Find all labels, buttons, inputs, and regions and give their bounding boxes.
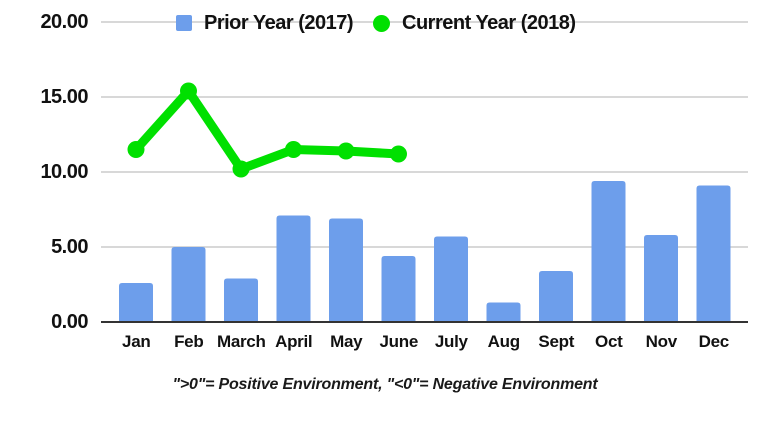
point-jan [127,141,145,158]
line-current-year [131,86,403,174]
y-tick-label-10: 10.00 [40,161,88,183]
bar-sept [539,271,573,322]
legend-label-current-year: Current Year (2018) [402,11,576,34]
x-tick-label-aug: Aug [487,332,520,351]
point-feb [180,82,197,100]
point-june [390,145,407,163]
bar-june [381,256,416,322]
x-tick-label-nov: Nov [645,332,678,351]
bar-march [224,278,258,322]
bar-oct [591,181,626,322]
legend-label-prior-year: Prior Year (2017) [204,11,354,34]
point-may [337,142,355,160]
bar-dec [696,185,731,322]
x-tick-label-jan: Jan [122,332,151,351]
bar-jan [119,283,153,322]
legend: Prior Year (2017) Current Year (2018) [176,11,576,35]
bar-aug [486,302,521,322]
y-tick-label-0: 0.00 [51,311,88,333]
y-tick-label-20: 20.00 [40,11,88,33]
bar-nov [644,235,678,322]
x-tick-label-july: July [434,332,468,351]
bar-may [329,218,363,322]
bar-feb [171,247,206,322]
point-april [285,141,302,158]
caption: ">0"= Positive Environment, "<0"= Negati… [172,376,598,393]
x-tick-label-oct: Oct [595,332,623,351]
x-tick-label-sept: Sept [538,332,575,351]
x-tick-label-feb: Feb [174,332,204,351]
x-axis: Jan Feb March April May June July Aug Se… [110,331,740,353]
bar-april [276,215,311,322]
y-tick-label-5: 5.00 [51,236,88,258]
point-march [232,160,250,178]
x-tick-label-dec: Dec [698,332,730,351]
x-tick-label-june: June [379,332,419,351]
legend-square-icon [176,15,192,31]
y-tick-label-15: 15.00 [40,86,88,108]
x-tick-label-march: March [216,332,266,351]
bar-july [434,236,468,322]
x-tick-label-april: April [275,332,313,351]
legend-circle-icon [373,14,391,32]
x-tick-label-may: May [330,332,363,351]
